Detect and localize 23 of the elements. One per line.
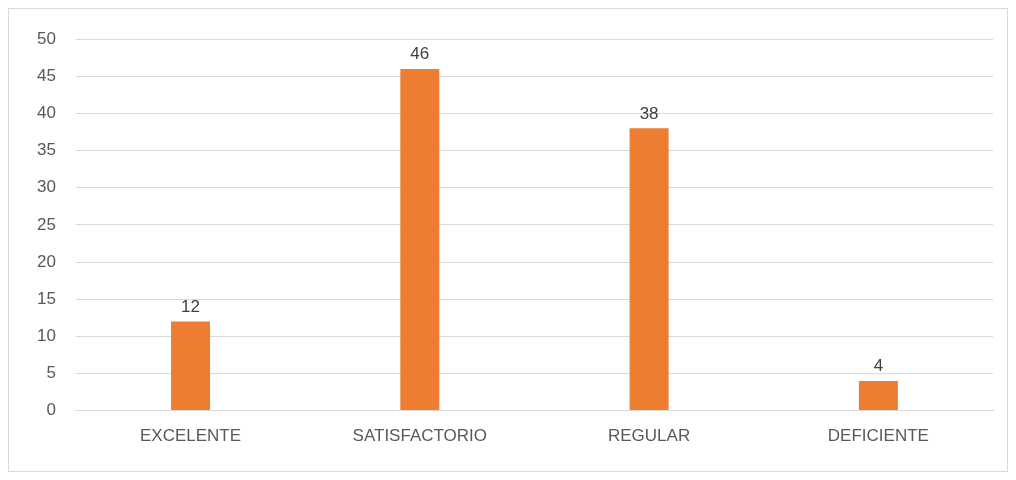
data-label: 46 <box>410 44 430 64</box>
y-tick-label: 40 <box>36 103 56 123</box>
bar <box>400 68 440 411</box>
data-label: 38 <box>639 103 659 123</box>
x-tick-label: REGULAR <box>608 426 691 446</box>
bar <box>858 380 898 411</box>
y-tick-label: 0 <box>46 400 56 420</box>
y-tick-label: 20 <box>36 251 56 271</box>
bar <box>629 128 669 411</box>
bar <box>171 321 211 411</box>
y-tick-label: 5 <box>46 363 56 383</box>
x-tick-label: EXCELENTE <box>140 426 242 446</box>
y-tick-label: 45 <box>36 66 56 86</box>
y-tick-label: 25 <box>36 214 56 234</box>
data-label: 12 <box>181 296 201 316</box>
x-tick-label: SATISFACTORIO <box>352 426 488 446</box>
y-tick-label: 10 <box>36 326 56 346</box>
x-tick-label: DEFICIENTE <box>827 426 929 446</box>
y-tick-label: 15 <box>36 288 56 308</box>
y-tick-label: 30 <box>36 177 56 197</box>
y-tick-label: 35 <box>36 140 56 160</box>
data-label: 4 <box>873 356 884 376</box>
y-tick-label: 50 <box>36 28 56 48</box>
